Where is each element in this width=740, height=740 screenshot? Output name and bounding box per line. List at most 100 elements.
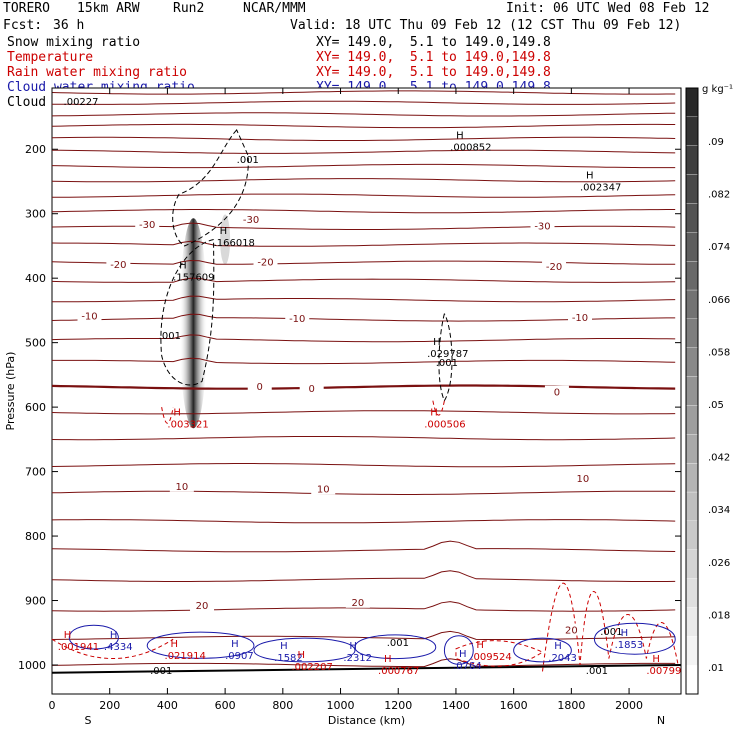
header-org: NCAR/MMM [243, 1, 306, 16]
maximum-value: .000852 [450, 143, 491, 154]
maximum-value: .2312 [343, 653, 372, 664]
header-init: Init: 06 UTC Wed 08 Feb 12 [506, 1, 710, 16]
colorbar-segment [685, 232, 699, 262]
isotherm-label-bg [568, 310, 593, 323]
maximum-marker: H [554, 641, 562, 652]
x-axis-label: Distance (km) [328, 714, 405, 727]
isotherm-label-bg [135, 218, 160, 231]
isotherm-label: -30 [243, 215, 259, 226]
north-end-label: N [657, 714, 665, 727]
isotherm-label-bg [247, 379, 272, 392]
maximum-value: .166018 [214, 238, 255, 249]
x-tick-label: 400 [157, 699, 178, 712]
isotherm-line [51, 123, 676, 129]
x-tick-label: 0 [49, 699, 56, 712]
colorbar-frame [685, 87, 699, 695]
maximum-value: .2043 [548, 653, 577, 664]
maximum-value: .0907 [225, 651, 254, 662]
isotherm-line [51, 209, 676, 214]
legend-label: Temperature [7, 50, 94, 65]
isotherm-label: 20 [565, 626, 578, 637]
plot-frame [51, 87, 682, 695]
isotherm-label: 0 [308, 384, 314, 395]
maximum-marker: H [64, 630, 72, 641]
colorbar-segment [685, 607, 699, 637]
isotherm-label-bg [77, 309, 102, 322]
isotherm-line [51, 193, 676, 198]
isotherm-line [51, 178, 676, 183]
legend-label: Snow mixing ratio [7, 35, 141, 50]
header-fcst-value: 36 h [53, 18, 85, 33]
colorbar-label: .058 [708, 347, 730, 358]
isotherm-line [51, 277, 676, 283]
colorbar-segment [685, 87, 699, 118]
colorbar-label: .01 [708, 663, 724, 674]
maximum-marker: H [433, 337, 441, 348]
isotherm-label-bg [299, 381, 324, 394]
rain-contour [51, 638, 174, 660]
header-run: Run2 [173, 1, 205, 16]
colorbar-label: .018 [708, 610, 730, 621]
y-tick-label: 700 [25, 466, 46, 479]
isotherm-line [52, 149, 676, 154]
maximum-value: .00799 [646, 666, 681, 677]
contour-label: .001 [600, 627, 622, 638]
isotherm-line [51, 136, 676, 141]
south-end-label: S [85, 714, 92, 727]
y-tick-label: 1000 [18, 659, 46, 672]
maximum-value: .021914 [165, 651, 206, 662]
contour-label: .001 [586, 666, 608, 677]
x-tick-label: 1000 [327, 699, 355, 712]
maximum-marker: H [476, 640, 484, 651]
legend-range: XY= 149.0, 5.1 to 149.0,149.8 [316, 65, 551, 80]
isotherm-line [51, 658, 676, 668]
isotherm-line [51, 384, 676, 390]
isotherm-line [52, 357, 676, 365]
isotherm-label-bg [311, 482, 336, 495]
colorbar-segment [685, 116, 699, 146]
snow-contour [160, 239, 215, 386]
isotherm-label: -30 [139, 220, 155, 231]
contour-label: .001 [150, 666, 172, 677]
maximum-marker: H [173, 408, 181, 419]
surface-line [51, 663, 682, 674]
y-axis-label: Pressure (hPa) [4, 352, 17, 431]
isotherm-label-bg [559, 623, 584, 636]
x-tick-label: 1800 [557, 699, 585, 712]
maximum-marker: H [280, 641, 288, 652]
colorbar-segment [685, 174, 699, 204]
maximum-value: .4334 [104, 642, 133, 653]
maximum-marker: H [459, 649, 467, 660]
cloud-water-contour [443, 635, 474, 665]
colorbar-label: .066 [708, 295, 730, 306]
maximum-marker: H [456, 131, 464, 142]
y-tick-label: 300 [25, 208, 46, 221]
cloud-water-contour [354, 634, 437, 660]
isotherm-label-bg [285, 312, 310, 325]
isotherm-label: -10 [289, 314, 305, 325]
colorbar-segment [685, 636, 699, 666]
y-tick-label: 900 [25, 595, 46, 608]
maximum-marker: H [297, 650, 305, 661]
isotherm-label-bg [253, 255, 278, 268]
isotherm-label-bg [345, 595, 370, 608]
colorbar-label: .034 [708, 505, 730, 516]
isotherm-label-bg [530, 219, 555, 232]
legend-range: XY= 149.0, 5.1 to 149.0,149.8 [316, 35, 551, 50]
legend-label: Rain water mixing ratio [7, 65, 188, 80]
rain-contour [161, 407, 174, 424]
colorbar-label: .074 [708, 242, 730, 253]
maximum-marker: H [220, 226, 228, 237]
x-tick-label: 600 [215, 699, 236, 712]
isotherm-label: -10 [572, 313, 588, 324]
contour-label: .001 [159, 331, 181, 342]
cloud-ice-contour [172, 128, 249, 247]
isotherm-label-bg [544, 385, 569, 398]
maximum-marker: H [430, 408, 438, 419]
isotherm-label-bg [570, 472, 595, 485]
isotherm-label: -10 [81, 312, 97, 323]
contour-label: .001 [237, 155, 259, 166]
rain-contour [455, 640, 544, 667]
y-tick-label: 400 [25, 272, 46, 285]
contour-label: .00227 [64, 97, 99, 108]
